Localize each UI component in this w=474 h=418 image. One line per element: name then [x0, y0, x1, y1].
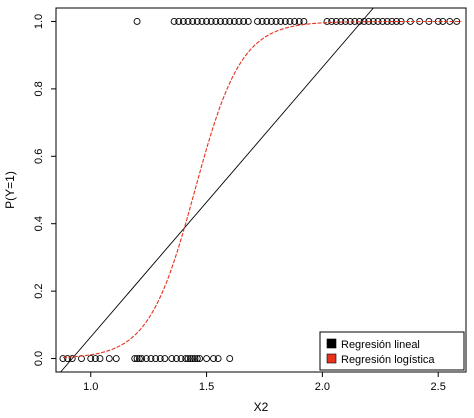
y-tick-label: 0.4 [33, 216, 45, 231]
data-point [332, 18, 340, 25]
data-point [135, 355, 143, 362]
legend-swatch-logistic [326, 353, 337, 364]
data-point [291, 18, 299, 25]
x-axis: 1.0 1.5 2.0 2.5 [83, 372, 446, 393]
data-point [221, 18, 229, 25]
data-point [230, 18, 238, 25]
data-point [226, 18, 234, 25]
y-tick-label: 1.0 [33, 14, 45, 29]
data-point [156, 355, 164, 362]
data-point [196, 355, 204, 362]
legend: Regresión lineal Regresión logística [319, 331, 465, 371]
data-point [173, 355, 180, 362]
data-point [365, 18, 373, 25]
legend-label-logistic: Regresión logística [341, 354, 435, 366]
data-points [59, 18, 461, 362]
data-point [189, 355, 197, 362]
x-tick-label: 2.0 [315, 381, 330, 393]
data-point [272, 18, 280, 25]
data-point [295, 18, 303, 25]
data-point [131, 355, 139, 362]
x-tick-label: 2.5 [431, 381, 446, 393]
data-point [281, 18, 289, 25]
data-point [186, 355, 194, 362]
series-line-linear [60, 7, 374, 373]
data-point [189, 18, 197, 25]
data-point [184, 18, 192, 25]
data-point [96, 355, 104, 362]
data-point [142, 355, 150, 362]
legend-swatch-linear [326, 338, 337, 349]
data-point [235, 18, 243, 25]
data-point [323, 18, 331, 25]
y-tick-label: 0.0 [33, 351, 45, 366]
legend-label-linear: Regresión lineal [341, 339, 420, 351]
data-point [177, 355, 185, 362]
y-tick-label: 0.8 [33, 81, 45, 96]
data-point [337, 18, 345, 25]
data-point [300, 18, 308, 25]
data-point [198, 18, 206, 25]
data-point [393, 18, 400, 25]
data-point [191, 355, 199, 362]
data-point [207, 18, 215, 25]
data-point [68, 355, 76, 362]
data-point [168, 355, 176, 362]
data-point [286, 18, 294, 25]
x-axis-title: X2 [254, 400, 269, 414]
data-point [210, 355, 217, 362]
data-point [214, 355, 222, 362]
series-line-logistic [62, 20, 462, 358]
x-tick-label: 1.0 [83, 381, 98, 393]
data-point [240, 18, 248, 25]
plot-box [55, 7, 467, 373]
series-lines [60, 7, 462, 373]
data-point [203, 18, 211, 25]
data-point [226, 355, 234, 362]
data-point [277, 18, 285, 25]
data-point [328, 18, 336, 25]
y-tick-label: 0.6 [33, 149, 45, 164]
data-point [254, 18, 261, 25]
data-point [217, 18, 224, 25]
data-point [112, 355, 120, 362]
y-axis: 0.0 0.2 0.4 0.6 0.8 1.0 [33, 14, 56, 366]
data-point [263, 18, 271, 25]
y-axis-title: P(Y=1) [3, 171, 17, 209]
data-point [147, 355, 155, 362]
data-point [91, 355, 99, 362]
data-point [182, 355, 190, 362]
data-point [175, 18, 183, 25]
data-point [138, 355, 146, 362]
data-point [193, 18, 201, 25]
y-tick-label: 0.2 [33, 283, 45, 298]
data-point [161, 355, 169, 362]
data-point [170, 18, 178, 25]
data-point [203, 355, 211, 362]
data-point [87, 355, 95, 362]
data-point [59, 355, 67, 362]
legend-box [319, 331, 465, 371]
x-tick-label: 1.5 [199, 381, 214, 393]
data-point [105, 355, 113, 362]
data-point [133, 355, 141, 362]
data-point [184, 355, 192, 362]
data-point [453, 18, 461, 25]
data-point [133, 18, 141, 25]
data-point [152, 355, 160, 362]
data-point [258, 18, 266, 25]
data-point [267, 18, 275, 25]
data-point [244, 18, 252, 25]
data-point [193, 355, 201, 362]
data-point [179, 18, 187, 25]
data-point [64, 355, 72, 362]
data-point [212, 18, 220, 25]
